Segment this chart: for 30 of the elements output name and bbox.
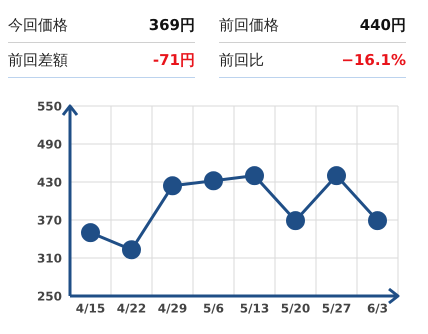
point	[327, 166, 346, 186]
y-tick-label: 490	[36, 137, 62, 152]
point	[204, 171, 223, 190]
x-tick-label: 6/3	[366, 302, 388, 316]
text: 369円	[148, 16, 195, 34]
y-tick-label: 430	[36, 175, 62, 190]
text: -71円	[152, 50, 195, 70]
x-tick-label: 5/6	[202, 302, 224, 316]
x-tick-label: 4/22	[116, 302, 146, 316]
text: 440円	[360, 16, 406, 34]
point	[122, 240, 141, 260]
x-tick-label: 5/20	[280, 302, 310, 316]
y-tick-label: 250	[36, 289, 62, 304]
x-tick-label: 4/29	[158, 302, 188, 316]
y-tick-label: 370	[36, 213, 62, 228]
x-tick-label: 5/13	[240, 302, 270, 316]
point	[245, 166, 264, 186]
y-tick-label: 310	[36, 251, 62, 266]
text: 今回価格	[8, 16, 68, 34]
y-tick-label: 550	[36, 99, 62, 114]
x-tick-label: 4/15	[76, 302, 106, 316]
text: −16.1%	[341, 51, 406, 69]
point	[286, 211, 305, 230]
point	[368, 211, 387, 230]
x-tick-label: 5/27	[322, 302, 352, 316]
text: 前回差額	[8, 50, 68, 70]
text: 前回価格	[219, 16, 279, 34]
point	[81, 223, 100, 242]
point	[163, 176, 182, 196]
text: 前回比	[219, 50, 264, 70]
